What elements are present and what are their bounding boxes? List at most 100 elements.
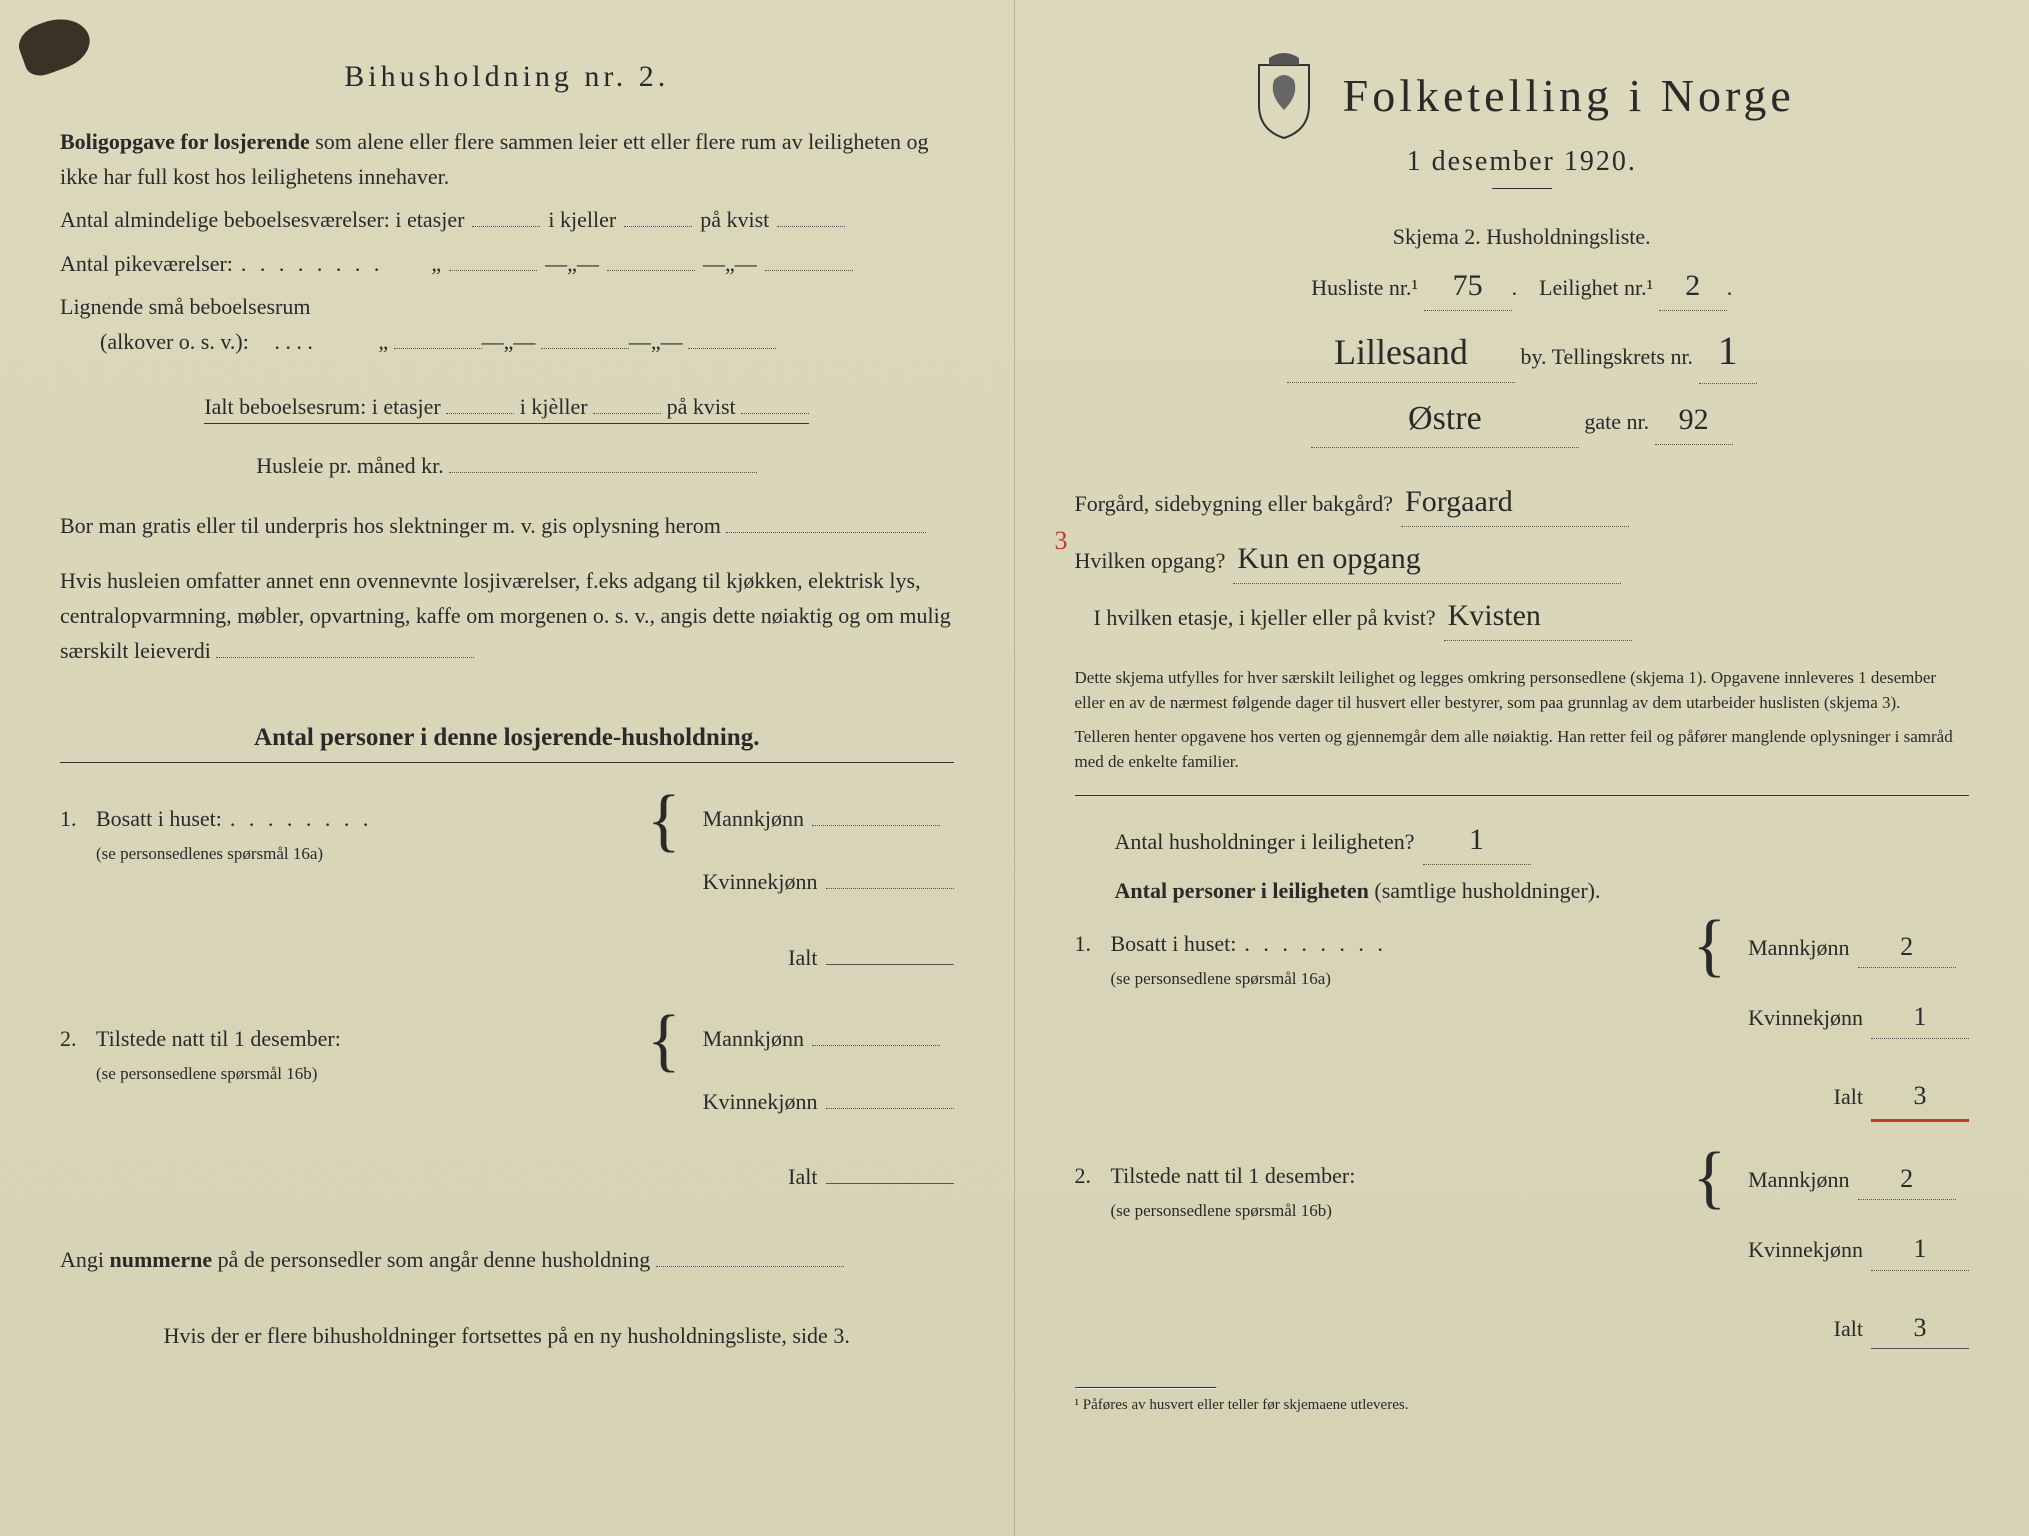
mann-label: Mannkjønn — [703, 1021, 804, 1056]
total-mid: i kjèller — [520, 394, 588, 419]
fill — [449, 270, 537, 271]
husliste-label: Husliste nr.¹ — [1311, 275, 1418, 300]
q2-num: 2. — [60, 1021, 84, 1056]
etasje-q: I hvilken etasje, i kjeller eller på kvi… — [1094, 600, 1436, 635]
fill — [826, 1183, 954, 1184]
fill — [446, 413, 514, 414]
antal-hush-line: Antal husholdninger i leiligheten? 1 — [1115, 816, 1970, 865]
dots — [230, 801, 373, 836]
divider — [1492, 188, 1552, 189]
by-label: by. Tellingskrets nr. — [1520, 344, 1693, 369]
q2-mann-val: 2 — [1858, 1158, 1956, 1201]
fill — [812, 825, 940, 826]
left-q2: 2. Tilstede natt til 1 desember: (se per… — [60, 1013, 954, 1203]
rooms-line-1: Antal almindelige beboelsesværelser: i e… — [60, 202, 954, 237]
kvinne-label: Kvinnekjønn — [703, 864, 818, 899]
fill — [812, 1045, 940, 1046]
husliste-value: 75 — [1424, 262, 1512, 311]
q1-label: Bosatt i huset: — [1111, 926, 1237, 961]
rooms-end: på kvist — [700, 202, 769, 237]
building-questions: Forgård, sidebygning eller bakgård? Forg… — [1075, 478, 1970, 641]
lignende-line: Lignende små beboelsesrum (alkover o. s.… — [60, 289, 954, 359]
fill — [449, 472, 757, 473]
hvis-text: Hvis husleien omfatter annet enn ovennev… — [60, 568, 951, 663]
by-line: Lillesand by. Tellingskrets nr. 1 — [1075, 319, 1970, 384]
gate-value: Østre — [1311, 392, 1579, 447]
forgard-q: Forgård, sidebygning eller bakgård? — [1075, 486, 1394, 521]
rooms-label-1: Antal almindelige beboelsesværelser: i e… — [60, 202, 464, 237]
ialt-label: Ialt — [788, 940, 817, 975]
left-footer: Hvis der er flere bihusholdninger fortse… — [60, 1318, 954, 1353]
leilighet-label: Leilighet nr.¹ — [1539, 275, 1653, 300]
fill — [541, 348, 629, 349]
left-q1: 1. Bosatt i huset: (se personsedlenes sp… — [60, 793, 954, 983]
kvinne-label: Kvinnekjønn — [1748, 1232, 1863, 1267]
ialt-label: Ialt — [788, 1159, 817, 1194]
left-page: Bihusholdning nr. 2. Boligopgave for los… — [0, 0, 1015, 1536]
fill — [394, 348, 482, 349]
husliste-line: Husliste nr.¹ 75. Leilighet nr.¹ 2. — [1075, 262, 1970, 311]
opgang-a: Kun en opgang — [1233, 535, 1621, 584]
rent-label: Husleie pr. måned kr. — [256, 453, 444, 478]
fill — [741, 413, 809, 414]
instructions-2: Telleren henter opgavene hos verten og g… — [1075, 724, 1970, 775]
by-value: Lillesand — [1287, 324, 1515, 383]
fill — [656, 1266, 844, 1267]
left-title: Bihusholdning nr. 2. — [60, 60, 954, 94]
header: Folketelling i Norge 1 desember 1920. — [1075, 50, 1970, 189]
q1-mann-val: 2 — [1858, 926, 1956, 969]
q2-note: (se personsedlene spørsmål 16b) — [1111, 1201, 1671, 1221]
etasje-line: I hvilken etasje, i kjeller eller på kvi… — [1075, 592, 1970, 641]
forgard-line: Forgård, sidebygning eller bakgård? Forg… — [1075, 478, 1970, 527]
right-q2: 2. Tilstede natt til 1 desember: (se per… — [1075, 1150, 1970, 1358]
fill — [826, 888, 954, 889]
q1-note: (se personsedlene spørsmål 16a) — [1111, 969, 1671, 989]
gate-line: Østre gate nr. 92 — [1075, 392, 1970, 447]
total-label: Ialt beboelsesrum: i etasjer — [204, 394, 440, 419]
brace-icon: { — [647, 793, 681, 849]
intro-bold: Boligopgave for losjerende — [60, 129, 310, 154]
right-q1: 1. Bosatt i huset: (se personsedlene spø… — [1075, 918, 1970, 1130]
fill — [826, 964, 954, 965]
fill — [826, 1108, 954, 1109]
fill — [624, 226, 692, 227]
fill — [607, 270, 695, 271]
q1-label: Bosatt i huset: — [96, 801, 222, 836]
shield-svg — [1249, 50, 1319, 140]
footnote-text: ¹ Påføres av husvert eller teller før sk… — [1075, 1397, 1409, 1413]
antal-hush-a: 1 — [1423, 816, 1531, 865]
subtitle: 1 desember 1920. — [1075, 146, 1970, 178]
opgang-q: Hvilken opgang? — [1075, 543, 1226, 578]
q2-num: 2. — [1075, 1158, 1099, 1193]
section2-title: Antal personer i denne losjerende-hushol… — [60, 718, 954, 763]
fill — [726, 532, 926, 533]
pike-label: Antal pikeværelser: — [60, 246, 233, 281]
skjema-line: Skjema 2. Husholdningsliste. — [1075, 219, 1970, 254]
q2-kvinne-val: 1 — [1871, 1228, 1969, 1271]
kvinne-label: Kvinnekjønn — [703, 1084, 818, 1119]
total-end: på kvist — [667, 394, 736, 419]
antal-pers-title: Antal personer i leiligheten (samtlige h… — [1115, 873, 1970, 908]
antal-hush-q: Antal husholdninger i leiligheten? — [1115, 824, 1415, 859]
lignende-a: Lignende små beboelsesrum — [60, 294, 311, 319]
pikevaerelser-line: Antal pikeværelser: „ —„— —„— — [60, 246, 954, 281]
rooms-mid: i kjeller — [548, 202, 616, 237]
mann-label: Mannkjønn — [703, 801, 804, 836]
fill — [688, 348, 776, 349]
q1-num: 1. — [60, 801, 84, 836]
opgang-line: Hvilken opgang? Kun en opgang — [1075, 535, 1970, 584]
q1-kvinne-val: 1 — [1871, 996, 1969, 1039]
ialt-label: Ialt — [1834, 1079, 1863, 1114]
angi-line: Angi nummerne på de personsedler som ang… — [60, 1242, 954, 1277]
q1-note: (se personsedlenes spørsmål 16a) — [96, 844, 625, 864]
krets-value: 1 — [1699, 319, 1757, 384]
main-title: Folketelling i Norge — [1343, 69, 1795, 122]
lignende-b: (alkover o. s. v.): — [100, 329, 249, 354]
red-mark-3: 3 — [1055, 526, 1068, 556]
q1-ialt-val: 3 — [1871, 1075, 1969, 1122]
brace-icon: { — [1693, 1150, 1727, 1206]
q2-label: Tilstede natt til 1 desember: — [1111, 1158, 1671, 1193]
forgard-a: Forgaard — [1401, 478, 1629, 527]
gatenr-value: 92 — [1655, 396, 1733, 445]
etasje-a: Kvisten — [1444, 592, 1632, 641]
